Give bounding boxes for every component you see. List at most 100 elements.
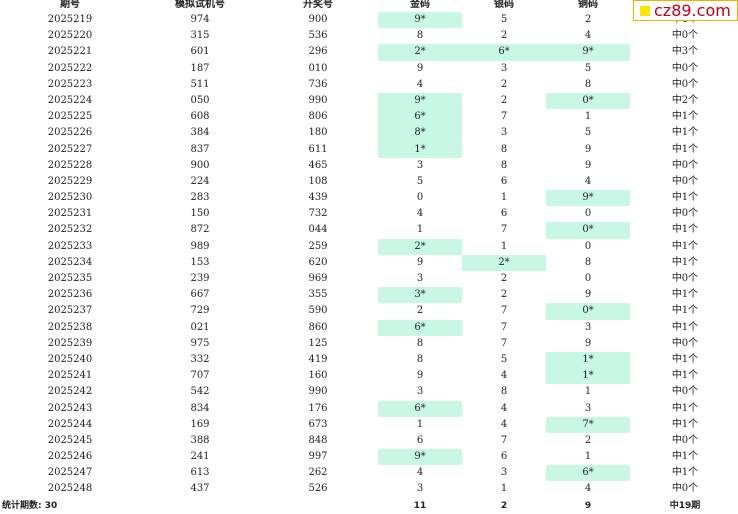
issue-cell: 2025231 — [47, 208, 93, 220]
silver-code-cell: 2 — [500, 30, 508, 42]
table-row: 2025246 241 997 9* 6 1 中1个 — [0, 449, 738, 466]
draw-number-cell: 990 — [308, 94, 328, 106]
issue-cell: 2025234 — [47, 256, 93, 268]
bronze-code-cell: 8 — [584, 78, 592, 90]
gold-code-cell: 3 — [416, 386, 424, 398]
bronze-code-cell: 7* — [546, 416, 630, 433]
sim-number-cell: 283 — [190, 192, 210, 204]
silver-code-cell: 4 — [500, 418, 508, 430]
sim-number-cell: 975 — [190, 337, 210, 349]
summary-silver: 2 — [500, 500, 508, 511]
bronze-code-cell: 2 — [584, 434, 592, 446]
silver-code-cell: 6 — [500, 208, 508, 220]
gold-code-cell: 0 — [416, 192, 424, 204]
draw-number-cell: 900 — [308, 14, 328, 25]
silver-code-cell: 1 — [500, 192, 508, 204]
silver-code-cell: 2 — [500, 94, 508, 106]
draw-number-cell: 969 — [308, 273, 328, 284]
gold-code-cell: 6 — [416, 434, 424, 446]
gold-code-cell: 2* — [378, 238, 462, 255]
draw-number-cell: 736 — [308, 78, 328, 90]
gold-code-cell: 4 — [416, 208, 424, 220]
draw-number-cell: 262 — [308, 467, 328, 479]
gold-code-cell: 8* — [378, 125, 462, 142]
site-logo[interactable]: cz89.com — [633, 0, 738, 21]
silver-code-cell: 3 — [500, 127, 508, 139]
result-cell: 中0个 — [671, 30, 699, 42]
silver-code-cell: 6* — [462, 44, 546, 61]
sim-number-cell: 150 — [190, 208, 210, 220]
silver-code-cell: 1 — [500, 483, 508, 495]
gold-code-cell: 9 — [416, 370, 424, 382]
silver-code-cell: 2 — [500, 289, 508, 301]
bronze-code-cell: 0* — [546, 303, 630, 320]
draw-number-cell: 673 — [308, 418, 328, 430]
table-row: 2025221 601 296 2* 6* 9* 中3个 — [0, 44, 738, 61]
result-cell: 中1个 — [671, 353, 699, 365]
sim-number-cell: 872 — [190, 224, 210, 236]
table-row: 2025234 153 620 9 2* 8 中1个 — [0, 254, 738, 271]
bronze-code-cell: 0* — [546, 92, 630, 110]
bronze-code-cell: 1* — [546, 351, 630, 369]
bronze-code-cell: 8 — [584, 256, 592, 268]
bronze-code-cell: 1* — [546, 368, 630, 385]
sim-number-cell: 187 — [190, 62, 210, 74]
silver-code-cell: 6 — [500, 451, 508, 463]
gold-code-cell: 2 — [416, 305, 424, 317]
issue-cell: 2025226 — [47, 127, 93, 139]
sim-number-cell: 224 — [190, 175, 210, 187]
summary-bronze: 9 — [584, 500, 592, 511]
issue-cell: 2025223 — [47, 78, 93, 90]
result-cell: 中3个 — [671, 46, 699, 58]
issue-cell: 2025236 — [47, 289, 93, 301]
bronze-code-cell: 5 — [584, 62, 592, 74]
sim-number-cell: 050 — [190, 94, 210, 106]
issue-cell: 2025220 — [47, 30, 93, 42]
bronze-code-cell: 9 — [584, 337, 592, 349]
table-row: 2025247 613 262 4 3 6* 中1个 — [0, 465, 738, 482]
table-row: 2025243 834 176 6* 4 3 中1个 — [0, 400, 738, 417]
gold-code-cell: 4 — [416, 78, 424, 90]
issue-cell: 2025243 — [47, 402, 93, 414]
draw-number-cell: 296 — [308, 46, 328, 58]
bronze-code-cell: 3 — [584, 321, 592, 333]
issue-cell: 2025232 — [47, 224, 93, 236]
gold-code-cell: 9 — [416, 256, 424, 268]
draw-number-cell: 620 — [308, 256, 328, 268]
result-cell: 中1个 — [671, 127, 699, 139]
result-cell: 中0个 — [671, 208, 699, 220]
result-cell: 中0个 — [671, 434, 699, 446]
table-row: 2025233 989 259 2* 1 0 中1个 — [0, 238, 738, 255]
issue-cell: 2025237 — [47, 305, 93, 317]
header-sim-number: 模拟试机号 — [175, 0, 225, 10]
sim-number-cell: 989 — [190, 240, 210, 252]
sim-number-cell: 974 — [190, 14, 210, 25]
sim-number-cell: 241 — [190, 451, 210, 463]
issue-cell: 2025235 — [47, 273, 93, 284]
result-cell: 中1个 — [671, 418, 699, 430]
gold-code-cell: 6* — [378, 109, 462, 126]
silver-code-cell: 6 — [500, 175, 508, 187]
bronze-code-cell: 0 — [584, 208, 592, 220]
bronze-code-cell: 9* — [546, 44, 630, 61]
draw-number-cell: 536 — [308, 30, 328, 42]
issue-cell: 2025238 — [47, 321, 93, 333]
sim-number-cell: 834 — [190, 402, 210, 414]
gold-code-cell: 3 — [416, 159, 424, 171]
table-row: 2025220 315 536 8 2 4 中0个 — [0, 28, 738, 44]
result-cell: 中0个 — [671, 62, 699, 74]
draw-number-cell: 611 — [308, 143, 328, 155]
result-cell: 中1个 — [671, 321, 699, 333]
silver-code-cell: 8 — [500, 159, 508, 171]
result-cell: 中1个 — [671, 467, 699, 479]
summary-row: 统计期数: 30 11 2 9 中19期 — [0, 498, 738, 514]
bronze-code-cell: 1 — [584, 111, 592, 123]
issue-cell: 2025221 — [47, 46, 93, 58]
sim-number-cell: 388 — [190, 434, 210, 446]
silver-code-cell: 7 — [500, 224, 508, 236]
silver-code-cell: 1 — [500, 240, 508, 252]
issue-cell: 2025233 — [47, 240, 93, 252]
bronze-code-cell: 3 — [584, 402, 592, 414]
bronze-code-cell: 0 — [584, 273, 592, 284]
silver-code-cell: 7 — [500, 111, 508, 123]
